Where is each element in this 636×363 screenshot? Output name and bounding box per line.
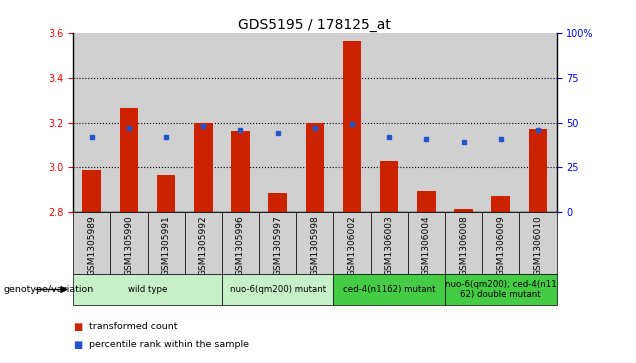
FancyBboxPatch shape <box>408 212 445 274</box>
Bar <box>492 196 510 212</box>
Text: GSM1305992: GSM1305992 <box>199 216 208 276</box>
FancyBboxPatch shape <box>259 212 296 274</box>
Bar <box>184 33 222 212</box>
FancyBboxPatch shape <box>445 274 556 305</box>
Text: ■: ■ <box>73 322 83 332</box>
Bar <box>482 33 520 212</box>
Bar <box>148 33 184 212</box>
Bar <box>73 33 110 212</box>
Text: GSM1305998: GSM1305998 <box>310 216 319 276</box>
Bar <box>296 33 333 212</box>
Text: GSM1305996: GSM1305996 <box>236 216 245 276</box>
FancyBboxPatch shape <box>371 212 408 274</box>
FancyBboxPatch shape <box>333 212 371 274</box>
Bar <box>268 193 287 212</box>
Bar <box>371 33 408 212</box>
Bar <box>529 129 547 212</box>
Text: GSM1305990: GSM1305990 <box>125 216 134 276</box>
Bar <box>305 122 324 212</box>
Text: nuo-6(qm200) mutant: nuo-6(qm200) mutant <box>230 285 326 294</box>
Text: transformed count: transformed count <box>89 322 177 331</box>
Text: GSM1306002: GSM1306002 <box>347 216 357 276</box>
FancyBboxPatch shape <box>222 274 333 305</box>
Bar <box>520 33 556 212</box>
Text: GSM1305989: GSM1305989 <box>87 216 96 276</box>
FancyBboxPatch shape <box>296 212 333 274</box>
Bar <box>157 175 176 212</box>
Title: GDS5195 / 178125_at: GDS5195 / 178125_at <box>238 18 391 32</box>
FancyBboxPatch shape <box>73 274 222 305</box>
FancyBboxPatch shape <box>110 212 148 274</box>
Bar <box>333 33 371 212</box>
Text: wild type: wild type <box>128 285 167 294</box>
Bar <box>445 33 482 212</box>
Bar <box>110 33 148 212</box>
FancyBboxPatch shape <box>184 212 222 274</box>
Bar <box>259 33 296 212</box>
Text: GSM1306003: GSM1306003 <box>385 216 394 276</box>
FancyBboxPatch shape <box>520 212 556 274</box>
Text: nuo-6(qm200); ced-4(n11
62) double mutant: nuo-6(qm200); ced-4(n11 62) double mutan… <box>445 280 556 299</box>
Text: GSM1305991: GSM1305991 <box>162 216 170 276</box>
FancyBboxPatch shape <box>148 212 184 274</box>
FancyBboxPatch shape <box>222 212 259 274</box>
Bar <box>408 33 445 212</box>
Bar <box>222 33 259 212</box>
Bar <box>83 170 101 212</box>
Bar <box>194 122 212 212</box>
Text: GSM1305997: GSM1305997 <box>273 216 282 276</box>
Text: GSM1306010: GSM1306010 <box>534 216 543 276</box>
Bar <box>417 191 436 212</box>
Text: GSM1306009: GSM1306009 <box>496 216 505 276</box>
Bar <box>454 209 473 212</box>
Text: GSM1306008: GSM1306008 <box>459 216 468 276</box>
FancyBboxPatch shape <box>482 212 520 274</box>
Text: ■: ■ <box>73 340 83 350</box>
Text: ced-4(n1162) mutant: ced-4(n1162) mutant <box>343 285 436 294</box>
FancyBboxPatch shape <box>73 212 110 274</box>
FancyBboxPatch shape <box>445 212 482 274</box>
Bar <box>380 161 399 212</box>
Bar <box>231 131 250 212</box>
Bar <box>343 41 361 212</box>
Text: percentile rank within the sample: percentile rank within the sample <box>89 340 249 349</box>
FancyBboxPatch shape <box>333 274 445 305</box>
Text: GSM1306004: GSM1306004 <box>422 216 431 276</box>
Text: genotype/variation: genotype/variation <box>3 285 93 294</box>
Bar <box>120 108 138 212</box>
